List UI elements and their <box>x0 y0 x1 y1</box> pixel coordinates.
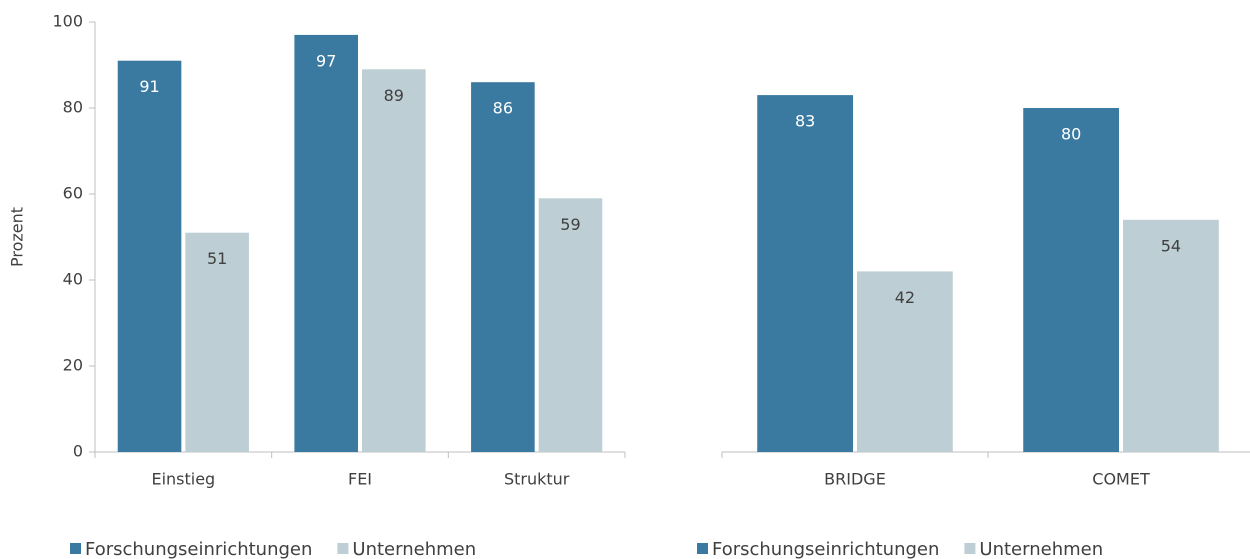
bar <box>538 198 603 452</box>
y-tick-label: 40 <box>63 270 83 289</box>
data-label: 83 <box>795 112 815 131</box>
legend-swatch <box>337 543 349 554</box>
legend-swatch <box>70 543 81 554</box>
data-label: 42 <box>895 288 915 307</box>
x-tick-label: FEI <box>348 470 372 489</box>
bar <box>185 232 249 452</box>
data-label: 51 <box>207 249 227 268</box>
x-tick-label: Einstieg <box>151 470 215 489</box>
x-tick-label: Struktur <box>504 470 570 489</box>
legend-label: Forschungseinrichtungen <box>712 539 939 559</box>
x-tick-label: COMET <box>1092 470 1150 489</box>
bar <box>294 34 358 453</box>
x-tick-label: BRIDGE <box>824 470 886 489</box>
data-label: 54 <box>1161 236 1181 255</box>
bar <box>471 82 535 452</box>
legend-swatch <box>697 543 708 554</box>
bar <box>362 69 426 453</box>
y-tick-label: 20 <box>63 356 83 375</box>
legend-swatch <box>964 543 976 554</box>
y-tick-label: 60 <box>63 184 83 203</box>
bar <box>857 271 953 452</box>
legend-label: Unternehmen <box>352 539 476 559</box>
legend-label: Forschungseinrichtungen <box>85 539 312 559</box>
data-label: 91 <box>139 77 159 96</box>
data-label: 86 <box>493 99 513 118</box>
legend-label: Unternehmen <box>979 539 1103 559</box>
data-label: 97 <box>316 51 336 70</box>
y-tick-label: 100 <box>52 12 83 31</box>
y-tick-label: 80 <box>63 98 83 117</box>
y-tick-label: 0 <box>73 442 83 461</box>
data-label: 80 <box>1061 125 1081 144</box>
data-label: 59 <box>560 215 580 234</box>
bar <box>1023 108 1119 452</box>
bar <box>757 95 853 452</box>
y-axis-label: Prozent <box>8 207 27 267</box>
bar <box>1123 219 1219 452</box>
bar <box>117 60 182 452</box>
data-label: 89 <box>384 86 404 105</box>
